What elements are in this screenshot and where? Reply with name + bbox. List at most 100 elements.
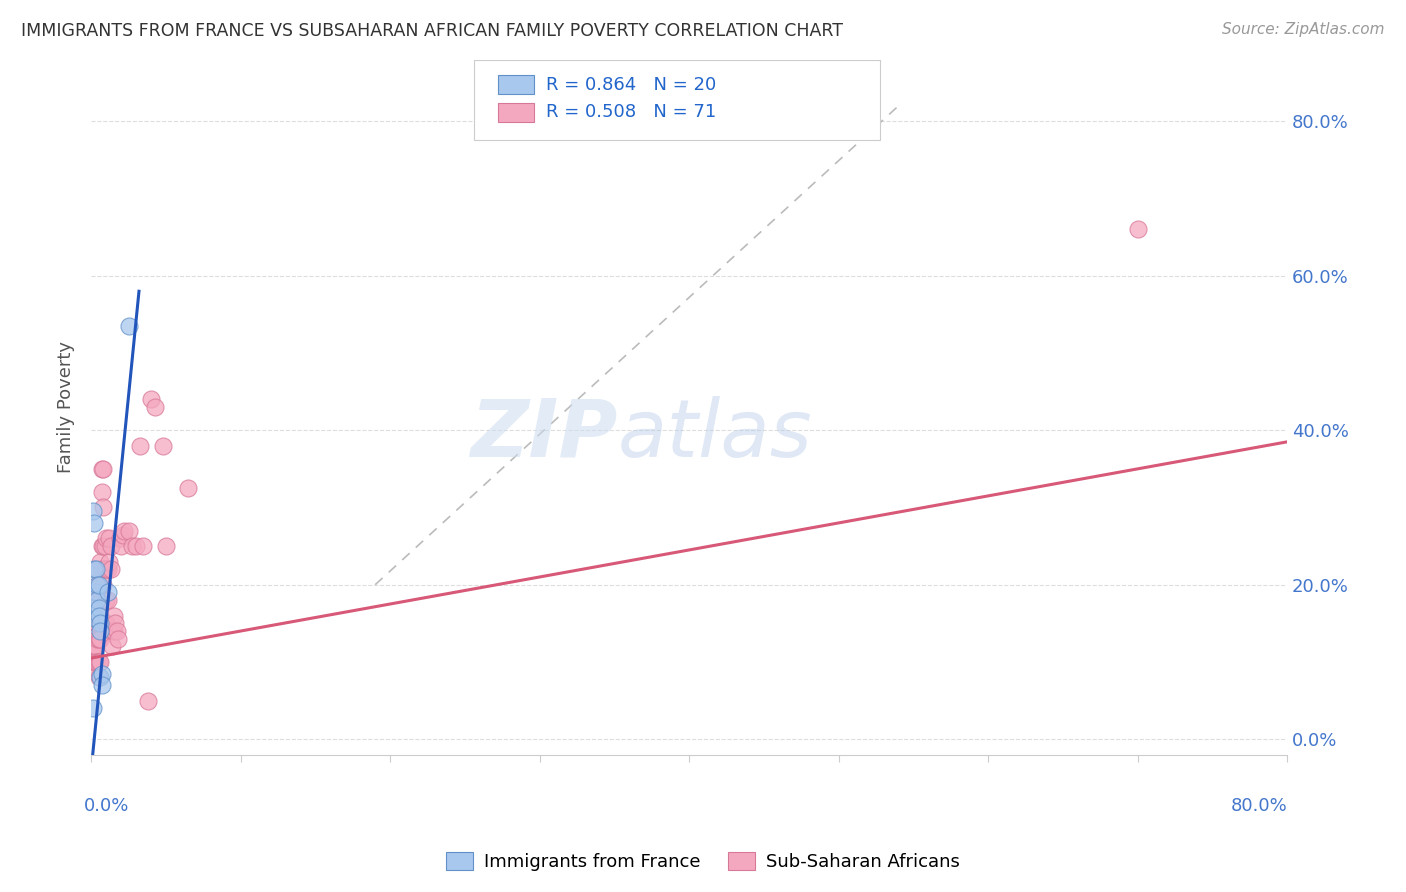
Point: [97, 585, 120, 599]
Point: [105, 624, 128, 638]
Point: [87, 600, 110, 615]
Point: [93, 539, 115, 553]
FancyBboxPatch shape: [474, 60, 880, 139]
Point: [86, 616, 108, 631]
Point: [101, 624, 124, 638]
Point: [87, 593, 110, 607]
Point: [97, 593, 120, 607]
Point: [145, 400, 167, 414]
Point: [103, 624, 125, 638]
Point: [103, 608, 125, 623]
Point: [90, 666, 112, 681]
Point: [83, 624, 105, 638]
Point: [94, 593, 117, 607]
Point: [84, 585, 107, 599]
Point: [93, 616, 115, 631]
Point: [97, 562, 120, 576]
Point: [90, 485, 112, 500]
Point: [93, 593, 115, 607]
Point: [83, 655, 105, 669]
Text: Source: ZipAtlas.com: Source: ZipAtlas.com: [1222, 22, 1385, 37]
Point: [89, 585, 111, 599]
Text: 0.0%: 0.0%: [84, 797, 129, 815]
Point: [89, 632, 111, 646]
Text: ZIP: ZIP: [470, 396, 617, 474]
Point: [82, 701, 104, 715]
Point: [129, 439, 152, 453]
FancyBboxPatch shape: [498, 75, 534, 95]
Point: [125, 539, 148, 553]
Point: [117, 318, 139, 333]
Point: [86, 593, 108, 607]
Point: [177, 481, 200, 495]
Point: [89, 655, 111, 669]
Point: [89, 555, 111, 569]
Text: R = 0.508   N = 71: R = 0.508 N = 71: [546, 103, 716, 121]
Point: [84, 640, 107, 654]
Text: IMMIGRANTS FROM FRANCE VS SUBSAHARAN AFRICAN FAMILY POVERTY CORRELATION CHART: IMMIGRANTS FROM FRANCE VS SUBSAHARAN AFR…: [21, 22, 844, 40]
Point: [100, 562, 122, 576]
Point: [94, 616, 117, 631]
Point: [112, 524, 135, 538]
Point: [86, 655, 108, 669]
Point: [107, 632, 129, 646]
Point: [82, 663, 104, 677]
Point: [93, 562, 115, 576]
Point: [89, 670, 111, 684]
Point: [101, 640, 124, 654]
Point: [91, 539, 114, 553]
Point: [89, 624, 111, 638]
Point: [87, 577, 110, 591]
Point: [104, 616, 127, 631]
Point: [86, 593, 108, 607]
Legend: Immigrants from France, Sub-Saharan Africans: Immigrants from France, Sub-Saharan Afri…: [439, 845, 967, 879]
Point: [155, 539, 177, 553]
Point: [100, 539, 122, 553]
Point: [1126, 222, 1149, 236]
Point: [111, 527, 134, 541]
Point: [139, 392, 162, 407]
Y-axis label: Family Poverty: Family Poverty: [58, 341, 75, 473]
Point: [98, 555, 121, 569]
Point: [94, 532, 117, 546]
Point: [84, 593, 107, 607]
Point: [91, 577, 114, 591]
Point: [90, 678, 112, 692]
Point: [86, 577, 108, 591]
Point: [121, 539, 143, 553]
Point: [91, 500, 114, 515]
Point: [136, 693, 159, 707]
Point: [90, 462, 112, 476]
Point: [98, 532, 121, 546]
Point: [87, 608, 110, 623]
Point: [87, 655, 110, 669]
Point: [82, 640, 104, 654]
Point: [86, 632, 108, 646]
Point: [87, 612, 110, 626]
Point: [91, 462, 114, 476]
Point: [117, 524, 139, 538]
Point: [90, 539, 112, 553]
Point: [132, 539, 155, 553]
Point: [110, 539, 132, 553]
Point: [86, 577, 108, 591]
Point: [83, 600, 105, 615]
Point: [94, 562, 117, 576]
Point: [87, 562, 110, 576]
Point: [84, 616, 107, 631]
Text: R = 0.864   N = 20: R = 0.864 N = 20: [546, 76, 716, 94]
Point: [82, 504, 104, 518]
Point: [152, 439, 174, 453]
Point: [90, 562, 112, 576]
Point: [83, 562, 105, 576]
Point: [108, 532, 131, 546]
Point: [84, 655, 107, 669]
Point: [84, 562, 107, 576]
Text: 80.0%: 80.0%: [1230, 797, 1286, 815]
Point: [83, 640, 105, 654]
FancyBboxPatch shape: [498, 103, 534, 122]
Point: [83, 516, 105, 530]
Point: [87, 670, 110, 684]
Point: [90, 593, 112, 607]
Point: [89, 608, 111, 623]
